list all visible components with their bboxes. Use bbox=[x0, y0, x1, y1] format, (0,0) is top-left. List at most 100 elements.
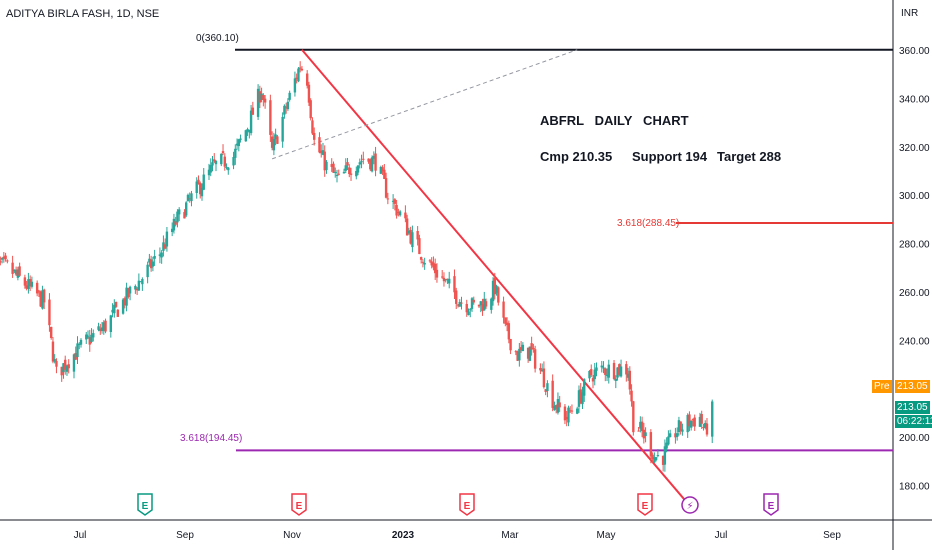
candle-body bbox=[423, 262, 426, 265]
candle-body bbox=[90, 334, 93, 342]
candle-body bbox=[619, 366, 623, 377]
candle-body bbox=[483, 298, 486, 311]
candle-body bbox=[604, 368, 607, 375]
candle-body bbox=[444, 279, 447, 281]
price-axis-tick: 340.00 bbox=[899, 94, 930, 105]
candle-body bbox=[334, 171, 337, 173]
time-axis-tick: May bbox=[597, 530, 616, 541]
earnings-badge bbox=[291, 493, 307, 516]
event-label: E bbox=[464, 501, 471, 512]
candle-body bbox=[411, 232, 414, 248]
candle-body bbox=[554, 405, 558, 410]
price-axis-tick: 320.00 bbox=[899, 143, 930, 154]
candle-body bbox=[521, 344, 525, 352]
candle-body bbox=[123, 298, 127, 306]
dividend-marker[interactable]: ⚡ bbox=[681, 496, 699, 514]
candle-body bbox=[674, 433, 677, 438]
earnings-marker[interactable]: E bbox=[459, 493, 475, 516]
candle-body bbox=[579, 389, 582, 404]
candle-body bbox=[700, 413, 703, 424]
candle-body bbox=[467, 311, 470, 316]
candle-body bbox=[528, 346, 532, 361]
candle-body bbox=[349, 173, 353, 175]
event-label: E bbox=[768, 501, 775, 512]
candle-body bbox=[221, 151, 225, 154]
candle-body bbox=[453, 276, 456, 293]
candle-body bbox=[628, 370, 632, 390]
candle-body bbox=[654, 457, 658, 461]
candle-body bbox=[428, 260, 432, 262]
candle-body bbox=[570, 410, 574, 412]
candle-body bbox=[441, 276, 444, 278]
candle-body bbox=[607, 364, 610, 378]
candle-body bbox=[311, 120, 314, 134]
time-axis-tick: Mar bbox=[501, 530, 519, 541]
candle-body bbox=[637, 430, 640, 432]
candle-body bbox=[651, 454, 654, 460]
candle-body bbox=[395, 205, 398, 216]
earnings-marker[interactable]: E bbox=[291, 493, 307, 516]
candle-body bbox=[2, 256, 6, 259]
candle-body bbox=[355, 171, 358, 177]
candle-body bbox=[111, 309, 114, 313]
earnings-badge bbox=[137, 493, 153, 516]
candle-body bbox=[309, 100, 312, 119]
candle-body bbox=[686, 414, 689, 433]
candle-body bbox=[127, 288, 130, 297]
candle-body bbox=[0, 261, 2, 263]
candle-body bbox=[225, 166, 228, 168]
candle-body bbox=[591, 378, 595, 382]
candle-body bbox=[199, 183, 202, 195]
candle-body bbox=[197, 179, 200, 184]
candle-body bbox=[121, 299, 125, 314]
candle-body bbox=[693, 417, 696, 427]
candle-body bbox=[274, 134, 277, 140]
price-axis-tick: 200.00 bbox=[899, 433, 930, 444]
candle-body bbox=[65, 366, 69, 372]
candle-body bbox=[432, 262, 435, 268]
candle-body bbox=[397, 212, 400, 214]
earnings-marker[interactable]: E bbox=[637, 493, 653, 516]
earnings-badge bbox=[459, 493, 475, 516]
last-price-tag: 213.05 bbox=[895, 401, 930, 414]
candle-body bbox=[455, 290, 458, 304]
candle-body bbox=[276, 136, 279, 144]
candle-body bbox=[581, 392, 584, 405]
event-label: E bbox=[642, 501, 649, 512]
bar-countdown: 06:22:11 bbox=[895, 415, 932, 428]
candle-body bbox=[362, 158, 365, 160]
time-axis-tick: Sep bbox=[823, 530, 841, 541]
candle-body bbox=[448, 278, 451, 284]
candle-body bbox=[677, 420, 681, 433]
earnings-marker[interactable]: E bbox=[763, 493, 779, 516]
candle-body bbox=[298, 67, 302, 69]
candle-body bbox=[379, 166, 383, 174]
candle-body bbox=[88, 337, 91, 345]
candle-body bbox=[614, 378, 617, 381]
candle-body bbox=[569, 410, 572, 412]
candle-body bbox=[200, 187, 204, 197]
support-annotation: Support 194 bbox=[632, 149, 708, 164]
candle-body bbox=[644, 432, 647, 437]
candle-body bbox=[495, 285, 498, 293]
candle-body bbox=[330, 164, 333, 167]
candle-body bbox=[430, 261, 433, 266]
candle-body bbox=[458, 302, 461, 307]
candle-body bbox=[48, 299, 51, 326]
earnings-marker[interactable]: E bbox=[137, 493, 153, 516]
candle-body bbox=[526, 347, 530, 359]
candle-body bbox=[232, 157, 235, 166]
candle-body bbox=[472, 299, 475, 303]
candle-body bbox=[297, 68, 300, 82]
candle-body bbox=[135, 289, 139, 291]
candle-body bbox=[493, 277, 497, 295]
price-axis-tick: 260.00 bbox=[899, 288, 930, 299]
candle-body bbox=[288, 92, 291, 100]
candle-body bbox=[456, 304, 460, 306]
candle-body bbox=[626, 373, 630, 378]
candle-body bbox=[393, 199, 397, 204]
candle-body bbox=[507, 323, 511, 340]
candle-body bbox=[258, 91, 262, 103]
